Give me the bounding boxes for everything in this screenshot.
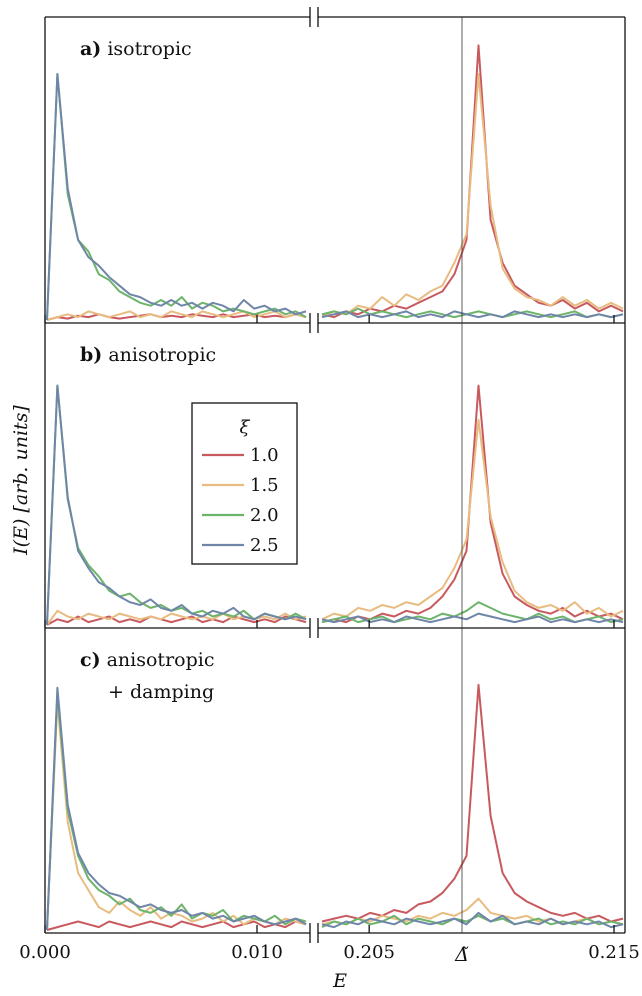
legend-title: ξ: [240, 417, 251, 438]
panel-label-letter-c: c): [80, 649, 101, 671]
panel-label-text-a: isotropic: [101, 38, 191, 60]
series-line-a-xi-2.5-right: [321, 310, 624, 319]
series-line-c-xi-2.0-left: [46, 692, 307, 931]
panel-label-letter-b: b): [80, 344, 102, 366]
x-tick-label-2: 0.205: [343, 942, 395, 963]
legend-box: [191, 402, 298, 565]
series-line-b-xi-1.5-left: [46, 609, 307, 626]
series-line-a-xi-1.5-right: [321, 73, 624, 319]
legend-label-1.0: 1.0: [250, 445, 279, 466]
series-line-a-xi-2.0-left: [46, 73, 307, 321]
panel-label-line2-c: + damping: [108, 681, 214, 703]
x-tick-label-1: 0.010: [231, 942, 283, 963]
series-line-b-xi-2.5-left: [46, 384, 307, 626]
series-line-b-xi-1.0-left: [46, 615, 307, 626]
series-line-a-xi-1.5-left: [46, 310, 307, 321]
series-line-a-xi-1.0-right: [321, 44, 624, 319]
panel-label-a: a) isotropic: [80, 38, 192, 60]
gap-marker-label: Δ̃: [454, 944, 469, 966]
series-line-b-xi-1.0-right: [321, 384, 624, 624]
series-line-c-xi-1.0-left: [46, 920, 307, 931]
panel-label-letter-a: a): [80, 38, 101, 60]
legend: ξ 1.0 1.5 2.0 2.5: [191, 402, 298, 565]
series-line-c-xi-2.5-left: [46, 686, 307, 931]
series-line-c-xi-1.0-right: [321, 683, 624, 923]
panel-a: a) isotropic: [44, 7, 626, 333]
series-line-a-xi-2.5-left: [46, 73, 307, 321]
x-tick-label-3: 0.215: [588, 942, 640, 963]
y-axis-label: I(E) [arb. units]: [10, 405, 32, 556]
panel-label-text-c: anisotropic: [101, 649, 215, 671]
legend-label-1.5: 1.5: [250, 475, 279, 496]
panel-label-text-b: anisotropic: [102, 344, 216, 366]
legend-label-2.5: 2.5: [250, 535, 279, 556]
legend-label-2.0: 2.0: [250, 505, 279, 526]
panel-label-b: b) anisotropic: [80, 344, 216, 366]
series-line-a-xi-1.0-left: [46, 313, 307, 321]
series-line-b-xi-2.5-right: [321, 612, 624, 624]
panel-label-c: c) anisotropic: [80, 649, 214, 671]
axis-layer: I(E) [arb. units] E 0.000 0.010 0.205 0.215…: [10, 405, 640, 992]
x-tick-label-0: 0.000: [19, 942, 71, 963]
series-line-b-xi-1.5-right: [321, 418, 624, 621]
x-axis-label: E: [332, 970, 347, 992]
panel-c: c) anisotropic + damping: [44, 628, 626, 943]
series-line-c-xi-1.5-left: [46, 701, 307, 931]
panel-b: b) anisotropic: [44, 323, 626, 638]
series-line-c-xi-2.5-right: [321, 911, 624, 929]
